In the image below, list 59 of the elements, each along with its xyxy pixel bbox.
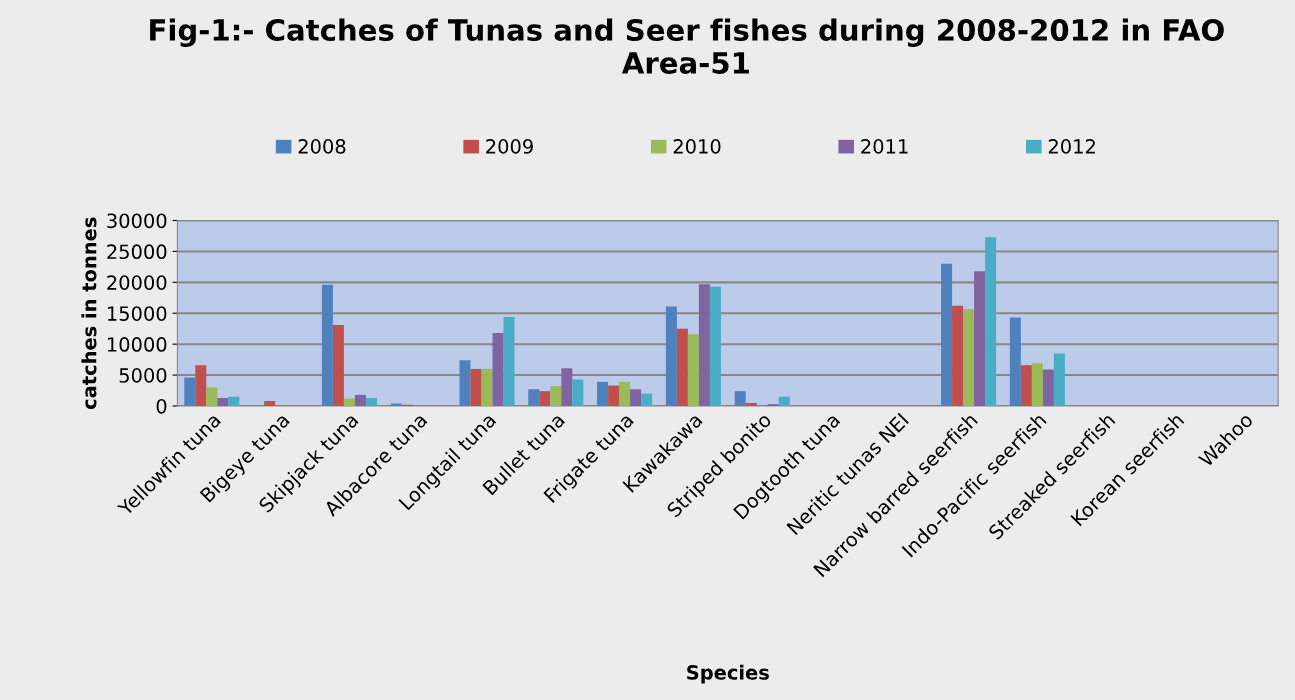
legend-label: 2012: [1048, 139, 1095, 154]
bar: [481, 368, 493, 406]
bar: [228, 396, 240, 406]
y-axis-title: catches in tonnes: [81, 217, 97, 410]
chart-title: Fig-1:- Catches of Tunas and Seer fishes during 2008-2012 in FAO Area-51: [150, 18, 1224, 74]
legend-label: 2011: [861, 139, 908, 154]
x-axis-title: Species: [687, 664, 769, 684]
bar: [561, 368, 573, 406]
y-tick-label: 20000: [107, 275, 167, 290]
bar: [343, 398, 355, 406]
legend-label: 2010: [673, 139, 721, 154]
bar: [184, 377, 196, 406]
bar: [630, 389, 642, 406]
bar: [676, 328, 688, 406]
bar: [459, 360, 471, 406]
bar: [985, 237, 997, 406]
bar: [941, 263, 953, 406]
bar: [608, 385, 620, 406]
bar: [1031, 363, 1043, 406]
bar: [778, 396, 790, 406]
bar: [952, 305, 964, 406]
bar: [470, 368, 482, 406]
bar: [1053, 353, 1065, 406]
bar: [503, 316, 515, 406]
bar: [734, 391, 746, 406]
bar: [641, 393, 653, 406]
bar: [597, 381, 609, 406]
bar: [321, 284, 333, 406]
bar: [528, 389, 540, 406]
y-tick-label: 30000: [107, 213, 167, 229]
bar: [1009, 317, 1021, 406]
bar: [264, 401, 276, 406]
y-tick-label: 0: [156, 398, 167, 414]
y-tick-label: 15000: [107, 306, 167, 321]
bar: [619, 381, 631, 406]
bar: [539, 391, 551, 406]
legend-label: 2009: [486, 139, 533, 154]
bar: [550, 386, 562, 406]
bar: [492, 333, 504, 406]
bar: [195, 365, 207, 406]
bar: [332, 325, 344, 406]
bar: [687, 334, 699, 406]
bar: [1042, 369, 1054, 406]
y-tick-label: 10000: [107, 337, 167, 352]
bar: [206, 387, 218, 406]
bar: [698, 284, 710, 406]
y-tick-label: 25000: [107, 244, 167, 260]
bar: [709, 286, 721, 406]
bar: [665, 306, 677, 406]
y-tick-label: 5000: [119, 368, 167, 383]
bar: [217, 397, 229, 406]
bar: [354, 394, 366, 406]
bar: [365, 397, 377, 406]
bar: [974, 271, 986, 406]
bar: [963, 308, 975, 406]
bar: [745, 402, 757, 406]
legend-label: 2008: [298, 139, 346, 154]
bar: [572, 379, 584, 406]
bar: [1020, 365, 1032, 406]
